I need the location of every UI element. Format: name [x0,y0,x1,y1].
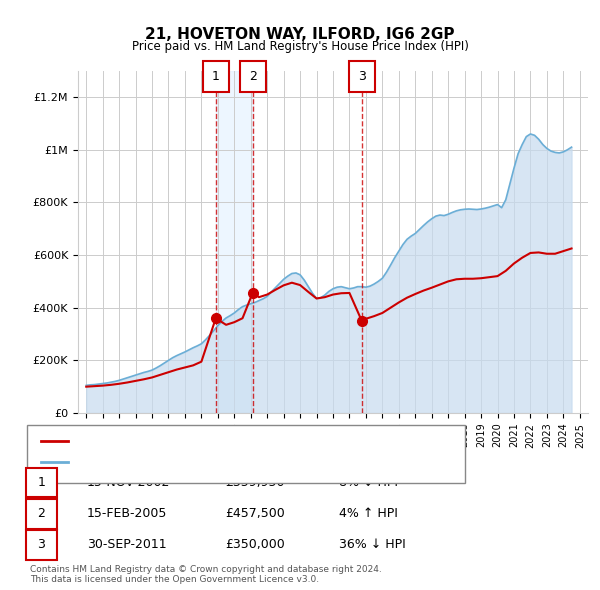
Text: Contains HM Land Registry data © Crown copyright and database right 2024.
This d: Contains HM Land Registry data © Crown c… [30,565,382,584]
Text: 2: 2 [249,70,257,83]
Text: 36% ↓ HPI: 36% ↓ HPI [339,538,406,551]
Text: 2: 2 [37,507,46,520]
Text: 21, HOVETON WAY, ILFORD, IG6 2GP (detached house): 21, HOVETON WAY, ILFORD, IG6 2GP (detach… [74,436,359,445]
Text: £359,950: £359,950 [225,476,284,489]
Text: £457,500: £457,500 [225,507,285,520]
Text: 3: 3 [358,70,366,83]
Text: Price paid vs. HM Land Registry's House Price Index (HPI): Price paid vs. HM Land Registry's House … [131,40,469,53]
Text: 30-SEP-2011: 30-SEP-2011 [87,538,167,551]
Text: 15-NOV-2002: 15-NOV-2002 [87,476,170,489]
Bar [216,71,253,413]
Text: 21, HOVETON WAY, ILFORD, IG6 2GP: 21, HOVETON WAY, ILFORD, IG6 2GP [145,27,455,41]
Text: 1: 1 [37,476,46,489]
Text: HPI: Average price, detached house, Redbridge: HPI: Average price, detached house, Redb… [74,457,320,467]
Text: 15-FEB-2005: 15-FEB-2005 [87,507,167,520]
Text: 3: 3 [37,538,46,551]
Text: 8% ↓ HPI: 8% ↓ HPI [339,476,398,489]
Text: 4% ↑ HPI: 4% ↑ HPI [339,507,398,520]
Text: 1: 1 [212,70,220,83]
Text: £350,000: £350,000 [225,538,285,551]
